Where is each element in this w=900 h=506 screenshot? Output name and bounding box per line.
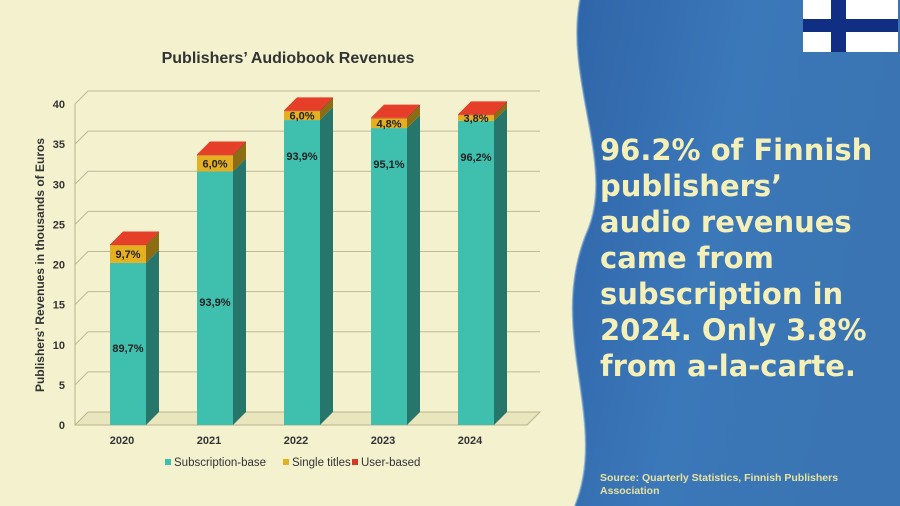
bar-segment-front xyxy=(371,117,407,119)
bar-segment-front xyxy=(458,115,494,121)
bar-segment-side xyxy=(146,231,159,246)
bar-segment-side xyxy=(407,115,420,425)
bar-top xyxy=(284,97,333,111)
x-tick-label: 2023 xyxy=(371,435,395,447)
y-tick-label: 10 xyxy=(53,340,65,352)
y-tick-label: 30 xyxy=(53,179,65,191)
x-tick-label: 2021 xyxy=(197,435,221,447)
bar-segment-front xyxy=(458,120,494,425)
legend-swatch xyxy=(352,459,358,465)
y-tick-label: 0 xyxy=(59,420,65,432)
bar-segment-front xyxy=(284,110,320,112)
bar-segment-front xyxy=(284,111,320,121)
bar-segment-front xyxy=(197,154,233,156)
data-label: 95,1% xyxy=(373,159,404,171)
data-label: 93,9% xyxy=(199,297,230,309)
bar-segment-front xyxy=(458,114,494,116)
gridline xyxy=(74,90,540,105)
bar-segment-side xyxy=(407,105,420,129)
bar-segment-side xyxy=(320,98,333,121)
legend-label: Single titles xyxy=(292,457,351,469)
y-tick-label: 35 xyxy=(53,139,65,151)
headline-text: 96.2% of Finnish publishers’ audio reven… xyxy=(600,133,873,383)
data-label: 3,8% xyxy=(463,113,488,125)
x-tick-label: 2024 xyxy=(458,435,483,447)
bar-segment-front xyxy=(284,120,320,426)
y-tick-label: 25 xyxy=(53,219,65,231)
source-text: Source: Quarterly Statistics, Finnish Pu… xyxy=(600,472,839,497)
bar-segment-front xyxy=(371,128,407,425)
data-label: 6,0% xyxy=(289,111,314,123)
bar-segment-side xyxy=(494,107,507,425)
bar-segment-side xyxy=(146,232,159,263)
bar-segment-side xyxy=(494,101,507,116)
data-label: 96,2% xyxy=(460,152,491,164)
data-label: 89,7% xyxy=(112,343,143,355)
data-label: 93,9% xyxy=(286,151,317,163)
bar-segment-front xyxy=(197,171,233,425)
bar-top xyxy=(110,231,159,245)
bar-segment-front xyxy=(110,245,146,263)
finland-flag-icon xyxy=(803,0,898,52)
bar-segment-side xyxy=(407,104,420,119)
bar-segment-side xyxy=(320,97,333,112)
bar-segment-front xyxy=(110,262,146,425)
legend-swatch xyxy=(283,459,289,465)
y-axis-label: Publishers’ Revenues in thousands of Eur… xyxy=(33,138,47,392)
data-label: 6,0% xyxy=(202,158,227,170)
bar-segment-side xyxy=(320,107,333,426)
x-tick-label: 2020 xyxy=(110,435,134,447)
legend-label: Subscription-base xyxy=(174,457,266,469)
bar-segment-front xyxy=(197,155,233,172)
y-tick-label: 40 xyxy=(53,99,65,111)
bar-top xyxy=(458,101,507,115)
y-tick-label: 20 xyxy=(53,260,65,272)
bar-segment-side xyxy=(233,158,246,425)
x-tick-label: 2022 xyxy=(284,435,308,447)
chart-title: Publishers’ Audiobook Revenues xyxy=(162,50,415,67)
legend-swatch xyxy=(165,459,171,465)
data-label: 9,7% xyxy=(115,249,140,261)
legend-label: User-based xyxy=(361,457,420,469)
y-tick-label: 5 xyxy=(59,380,65,392)
bar-top xyxy=(371,104,420,118)
bar-segment-side xyxy=(494,102,507,121)
bar-top xyxy=(197,141,246,155)
bar-segment-side xyxy=(233,141,246,156)
bar-segment-side xyxy=(146,249,159,425)
y-tick-label: 15 xyxy=(53,300,65,312)
data-label: 4,8% xyxy=(376,118,401,130)
bar-segment-front xyxy=(110,244,146,246)
bar-segment-side xyxy=(233,142,246,172)
bar-segment-front xyxy=(371,118,407,129)
